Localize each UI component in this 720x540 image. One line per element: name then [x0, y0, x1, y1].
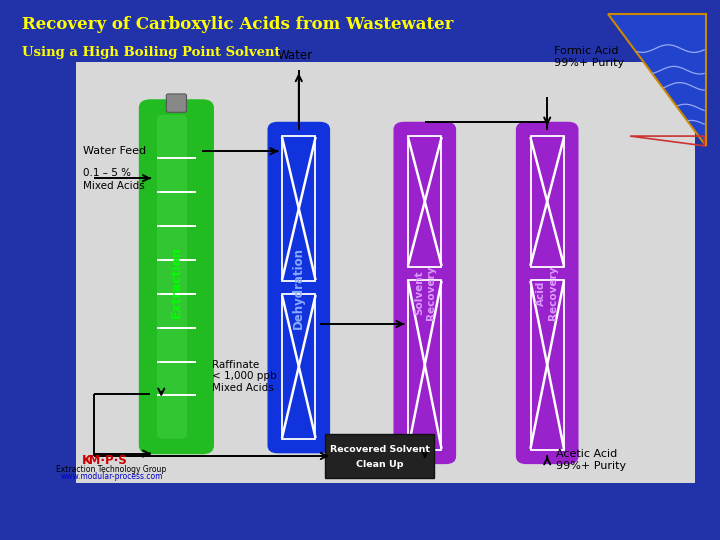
FancyBboxPatch shape	[166, 94, 186, 112]
FancyBboxPatch shape	[325, 434, 434, 478]
Text: Solvent
Recovery: Solvent Recovery	[414, 266, 436, 320]
FancyBboxPatch shape	[139, 99, 214, 454]
Text: Water Feed: Water Feed	[83, 146, 146, 156]
Text: Dehydration: Dehydration	[292, 247, 305, 328]
FancyBboxPatch shape	[394, 122, 456, 464]
Text: Mixed Acids: Mixed Acids	[212, 382, 274, 393]
Text: Using a High Boiling Point Solvent: Using a High Boiling Point Solvent	[22, 46, 280, 59]
FancyBboxPatch shape	[516, 122, 579, 464]
Text: < 1,000 ppb: < 1,000 ppb	[212, 370, 277, 381]
Text: Acid
Recovery: Acid Recovery	[536, 266, 558, 320]
FancyBboxPatch shape	[157, 115, 187, 438]
Text: Water: Water	[278, 49, 312, 62]
Text: Extraction: Extraction	[170, 246, 183, 318]
Text: Raffinate: Raffinate	[212, 360, 260, 370]
Text: Formic Acid
99%+ Purity: Formic Acid 99%+ Purity	[554, 46, 624, 68]
Text: Mixed Acids: Mixed Acids	[83, 181, 145, 191]
Text: www.modular-process.com: www.modular-process.com	[60, 472, 163, 481]
FancyBboxPatch shape	[0, 483, 720, 540]
Text: Extraction Technology Group: Extraction Technology Group	[56, 465, 167, 474]
Text: Recovery of Carboxylic Acids from Wastewater: Recovery of Carboxylic Acids from Wastew…	[22, 16, 453, 33]
FancyBboxPatch shape	[267, 122, 330, 454]
Text: ·M·P·S: ·M·P·S	[85, 454, 128, 467]
Text: Recovered Solvent: Recovered Solvent	[330, 446, 430, 455]
Polygon shape	[608, 14, 706, 146]
Text: Acetic Acid
99%+ Purity: Acetic Acid 99%+ Purity	[556, 449, 626, 471]
Text: Clean Up: Clean Up	[356, 460, 403, 469]
Text: 0.1 – 5 %: 0.1 – 5 %	[83, 168, 131, 178]
Text: K: K	[81, 454, 91, 467]
FancyBboxPatch shape	[76, 62, 695, 483]
